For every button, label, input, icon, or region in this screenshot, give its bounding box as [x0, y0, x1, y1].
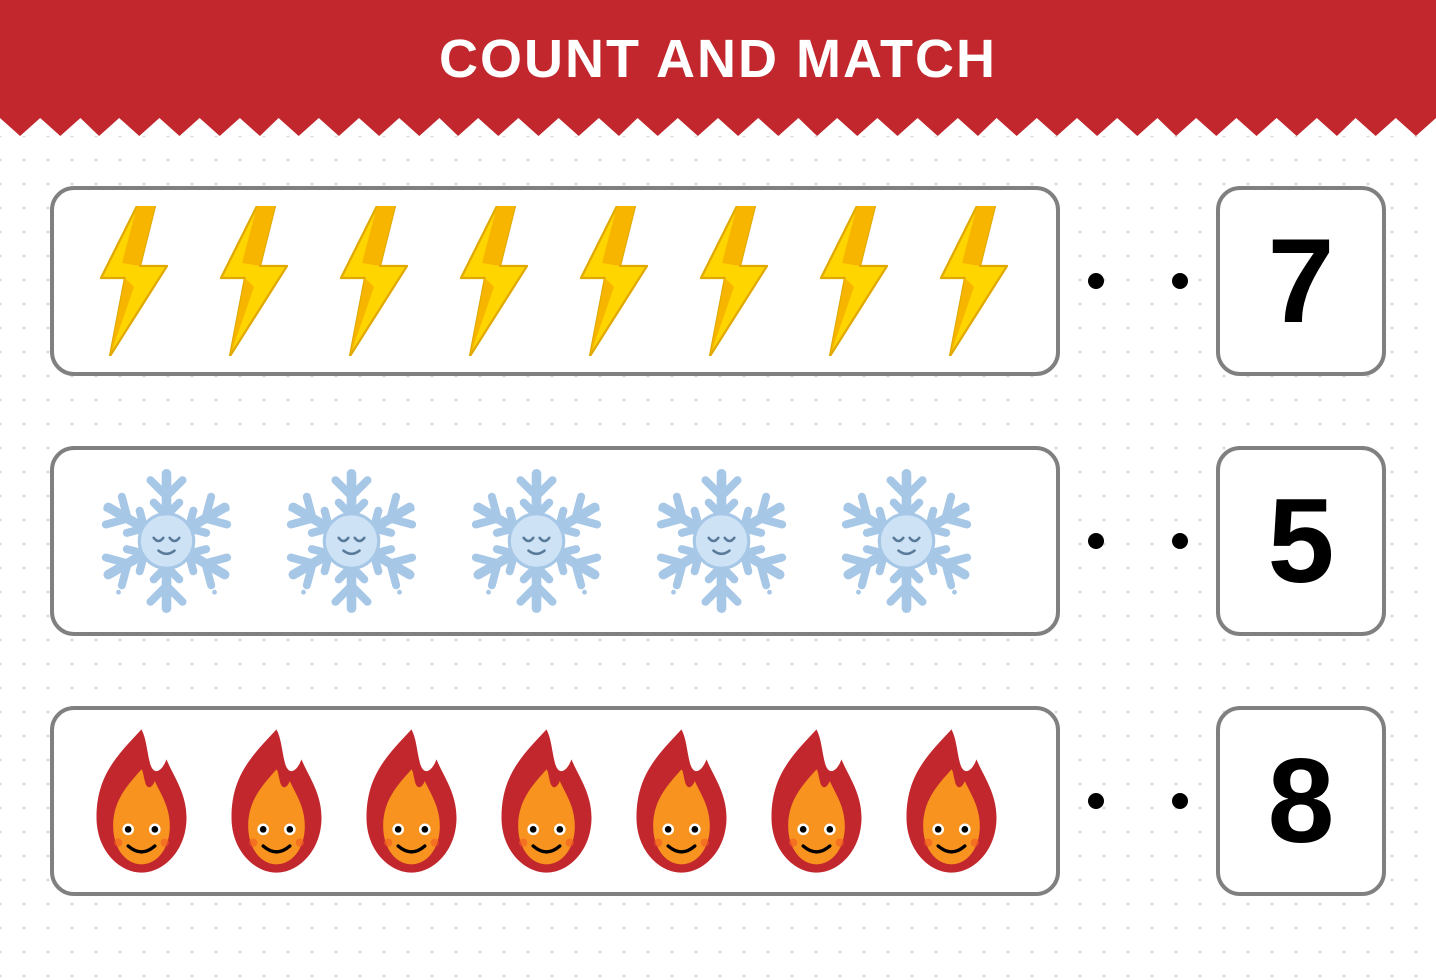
match-row: 5 — [50, 446, 1386, 636]
fire-icon — [484, 726, 609, 876]
answer-number-box[interactable]: 7 — [1216, 186, 1386, 376]
snowflake-icon — [79, 461, 254, 621]
fire-icon — [889, 726, 1014, 876]
snowflake-icon — [819, 461, 994, 621]
fire-icon — [79, 726, 204, 876]
fire-icon — [214, 726, 339, 876]
fire-icon — [754, 726, 879, 876]
match-line-area[interactable] — [1060, 533, 1216, 549]
header-band: COUNT AND MATCH — [0, 0, 1436, 118]
worksheet-area: 7 — [0, 136, 1436, 980]
thunder-icon — [559, 206, 669, 356]
snowflake-icon — [449, 461, 624, 621]
match-dot-left[interactable] — [1088, 273, 1104, 289]
answer-number-label: 8 — [1268, 732, 1335, 870]
page-title: COUNT AND MATCH — [439, 28, 997, 90]
answer-number-box[interactable]: 8 — [1216, 706, 1386, 896]
fire-icon — [619, 726, 744, 876]
match-row: 7 — [50, 186, 1386, 376]
thunder-icon — [319, 206, 429, 356]
answer-number-box[interactable]: 5 — [1216, 446, 1386, 636]
match-row: 8 — [50, 706, 1386, 896]
answer-number-label: 5 — [1268, 472, 1335, 610]
match-dot-right[interactable] — [1172, 273, 1188, 289]
answer-number-label: 7 — [1268, 212, 1335, 350]
snowflake-icon — [264, 461, 439, 621]
match-dot-left[interactable] — [1088, 793, 1104, 809]
thunder-icon — [679, 206, 789, 356]
icon-count-box[interactable] — [50, 446, 1060, 636]
thunder-icon — [199, 206, 309, 356]
match-dot-left[interactable] — [1088, 533, 1104, 549]
thunder-icon — [79, 206, 189, 356]
icon-count-box[interactable] — [50, 186, 1060, 376]
match-dot-right[interactable] — [1172, 793, 1188, 809]
fire-icon — [349, 726, 474, 876]
thunder-icon — [799, 206, 909, 356]
match-line-area[interactable] — [1060, 793, 1216, 809]
thunder-icon — [919, 206, 1029, 356]
match-line-area[interactable] — [1060, 273, 1216, 289]
snowflake-icon — [634, 461, 809, 621]
header-zigzag — [0, 118, 1436, 136]
match-dot-right[interactable] — [1172, 533, 1188, 549]
icon-count-box[interactable] — [50, 706, 1060, 896]
thunder-icon — [439, 206, 549, 356]
